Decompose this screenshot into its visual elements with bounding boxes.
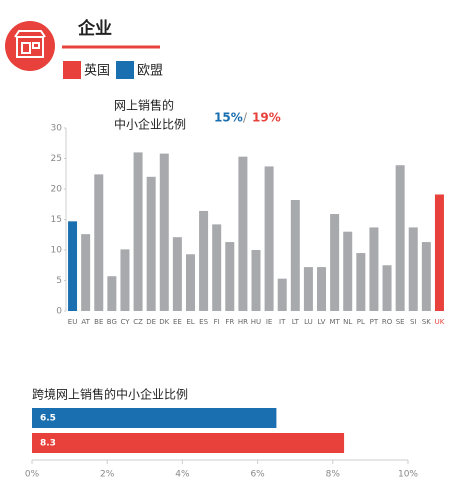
bar (94, 174, 104, 311)
annotation: 19% (252, 111, 281, 125)
x-tick-label: EU (68, 318, 78, 326)
y-label: 网上销售的 (114, 98, 174, 113)
legend-label: 英国 (84, 64, 110, 79)
y-tick-label: 5 (56, 276, 62, 286)
bar (120, 249, 130, 311)
bar (81, 234, 91, 311)
x-tick-label: IE (266, 318, 273, 326)
x-tick-label: BE (94, 318, 103, 326)
bar (185, 254, 195, 311)
x-tick-label: 0% (25, 470, 40, 480)
store-icon (14, 30, 46, 58)
x-tick-label: 2% (100, 470, 115, 480)
bar (317, 267, 327, 311)
y-label: 中小企业比例 (114, 117, 186, 132)
x-tick-label: LT (292, 318, 300, 326)
bar (421, 242, 431, 311)
x-tick-label: PL (357, 318, 365, 326)
x-tick-label: LU (304, 318, 313, 326)
x-tick-label: PT (370, 318, 379, 326)
bar (32, 433, 345, 453)
x-tick-label: FR (225, 318, 234, 326)
bar (107, 276, 117, 311)
x-tick-label: DK (159, 318, 169, 326)
bar (212, 224, 222, 311)
x-tick-label: BG (107, 318, 117, 326)
x-tick-label: LV (318, 318, 326, 326)
chart-title: 跨境网上销售的中小企业比例 (32, 387, 188, 402)
legend-swatch (63, 61, 81, 79)
y-tick-label: 15 (51, 215, 62, 225)
legend-label: 欧盟 (137, 64, 163, 79)
x-tick-label: DE (146, 318, 156, 326)
bar (133, 152, 143, 311)
bar (238, 156, 248, 311)
x-tick-label: HU (251, 318, 261, 326)
bar (68, 221, 78, 311)
bar (408, 227, 418, 311)
x-tick-label: CZ (133, 318, 143, 326)
x-tick-label: SK (422, 318, 431, 326)
x-tick-label: SI (410, 318, 417, 326)
y-tick-label: 0 (56, 307, 62, 317)
x-tick-label: RO (382, 318, 393, 326)
bar (146, 176, 156, 311)
y-tick-label: 30 (51, 124, 63, 134)
bar (356, 253, 366, 311)
bar (382, 265, 392, 311)
x-tick-label: 8% (326, 470, 341, 480)
x-tick-label: CY (120, 318, 130, 326)
y-tick-label: 20 (51, 185, 63, 195)
header-title: 企业 (77, 18, 112, 39)
bar (264, 166, 274, 311)
x-tick-label: FI (214, 318, 220, 326)
bar (225, 242, 235, 311)
x-tick-label: ES (199, 318, 208, 326)
bar (303, 267, 313, 311)
x-tick-label: HR (238, 318, 248, 326)
x-tick-label: 6% (250, 470, 265, 480)
x-tick-label: MT (329, 318, 340, 326)
bar (32, 408, 277, 428)
bar (434, 194, 444, 311)
x-tick-label: UK (435, 318, 445, 326)
x-tick-label: IT (279, 318, 286, 326)
bar (277, 278, 287, 311)
x-tick-label: SE (396, 318, 405, 326)
y-tick-label: 25 (51, 154, 62, 164)
bar (172, 237, 182, 311)
value-label: 8.3 (40, 439, 56, 449)
x-tick-label: EL (186, 318, 194, 326)
legend-swatch (116, 61, 134, 79)
value-label: 6.5 (40, 414, 56, 424)
bar (290, 199, 300, 311)
bar (343, 231, 353, 311)
bar (251, 250, 261, 311)
y-tick-label: 10 (51, 246, 63, 256)
x-tick-label: AT (81, 318, 90, 326)
bar (330, 214, 340, 311)
bar (159, 153, 169, 311)
bar (369, 227, 379, 311)
x-tick-label: EE (173, 318, 182, 326)
bar (199, 210, 209, 311)
x-tick-label: NL (343, 318, 352, 326)
annotation: 15% (214, 111, 243, 125)
x-tick-label: 4% (175, 470, 190, 480)
annotation: / (243, 111, 248, 125)
bar (395, 165, 405, 311)
x-tick-label: 10% (398, 470, 418, 480)
